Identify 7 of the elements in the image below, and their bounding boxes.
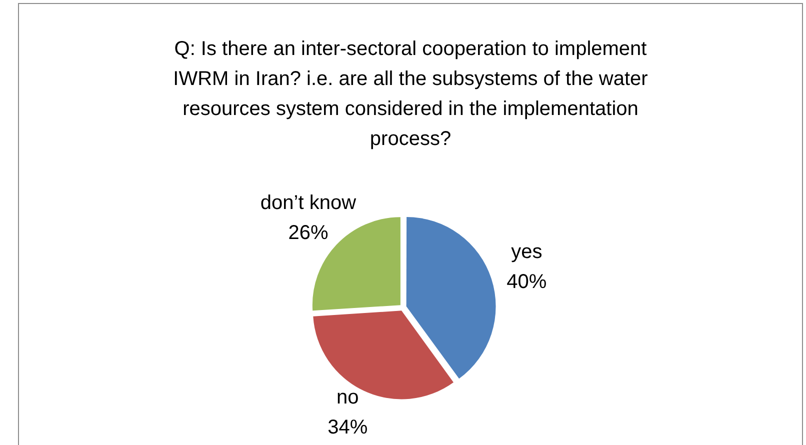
data-label: 34% (328, 416, 368, 439)
slice-label: no (336, 386, 359, 409)
slice-label: yes (511, 240, 542, 263)
data-label: 40% (506, 270, 547, 293)
data-label: 26% (288, 222, 328, 244)
slice-label: don’t know (260, 192, 357, 214)
chart-title: Q: Is there an inter-sectoral cooperation to implement IWRM in Iran? i.e. are all the subsystems of the water resources system considered in the implementation process? (172, 37, 649, 152)
